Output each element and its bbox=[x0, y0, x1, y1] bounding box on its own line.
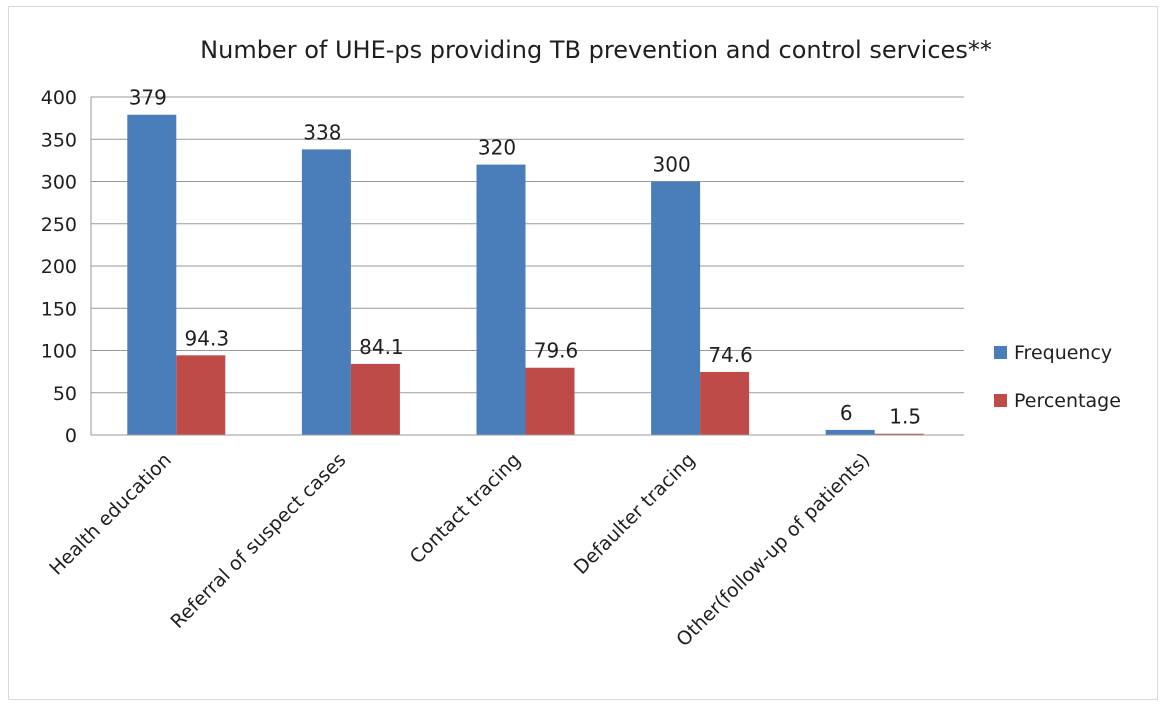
bar-percentage bbox=[350, 363, 400, 435]
data-label: 94.3 bbox=[185, 326, 230, 350]
data-label: 320 bbox=[478, 136, 516, 160]
bars bbox=[127, 114, 924, 436]
bar-frequency bbox=[825, 429, 875, 435]
y-axis: 0 50 100 150 200 250 300 350 400 bbox=[41, 87, 92, 447]
y-tick-label: 50 bbox=[53, 383, 77, 405]
legend-swatch-frequency bbox=[994, 346, 1007, 359]
y-tick-label: 0 bbox=[65, 425, 77, 447]
bar-frequency bbox=[127, 114, 177, 436]
legend: Frequency Percentage bbox=[994, 342, 1121, 412]
data-label: 379 bbox=[129, 86, 167, 110]
y-tick-label: 200 bbox=[41, 256, 77, 278]
legend-label: Percentage bbox=[1014, 390, 1121, 412]
data-label: 338 bbox=[303, 120, 341, 144]
legend-label: Frequency bbox=[1014, 342, 1112, 364]
x-tick-label: Other(follow-up of patients) bbox=[672, 449, 874, 651]
x-tick-label: Referral of suspect cases bbox=[166, 449, 350, 633]
bar-frequency bbox=[651, 181, 701, 435]
data-label: 79.6 bbox=[534, 339, 579, 363]
bar-percentage bbox=[700, 371, 750, 435]
data-label: 6 bbox=[840, 401, 853, 425]
data-label: 74.6 bbox=[708, 343, 753, 367]
x-tick-label: Contact tracing bbox=[406, 449, 525, 568]
y-tick-label: 150 bbox=[41, 298, 77, 320]
bar-frequency bbox=[301, 149, 351, 435]
y-tick-label: 400 bbox=[41, 87, 77, 109]
chart-title: Number of UHE-ps providing TB prevention… bbox=[200, 36, 992, 64]
legend-swatch-percentage bbox=[994, 394, 1007, 407]
bar-percentage bbox=[176, 355, 226, 435]
chart-frame: Number of UHE-ps providing TB prevention… bbox=[8, 6, 1158, 700]
bar-chart: Number of UHE-ps providing TB prevention… bbox=[41, 36, 1121, 651]
bar-percentage bbox=[525, 367, 575, 435]
data-label: 1.5 bbox=[889, 405, 921, 429]
x-tick-label: Health education bbox=[45, 449, 176, 580]
x-tick-label: Defaulter tracing bbox=[570, 449, 700, 579]
y-tick-label: 100 bbox=[41, 341, 77, 363]
bar-percentage bbox=[874, 433, 924, 435]
y-tick-label: 250 bbox=[41, 214, 77, 236]
gridlines bbox=[91, 96, 964, 436]
data-labels: 379 94.3 338 84.1 320 79.6 300 74.6 6 1.5 bbox=[129, 86, 921, 429]
y-tick-label: 350 bbox=[41, 129, 77, 151]
bar-frequency bbox=[476, 164, 526, 435]
data-label: 300 bbox=[653, 153, 691, 177]
data-label: 84.1 bbox=[359, 335, 404, 359]
y-tick-label: 300 bbox=[41, 172, 77, 194]
